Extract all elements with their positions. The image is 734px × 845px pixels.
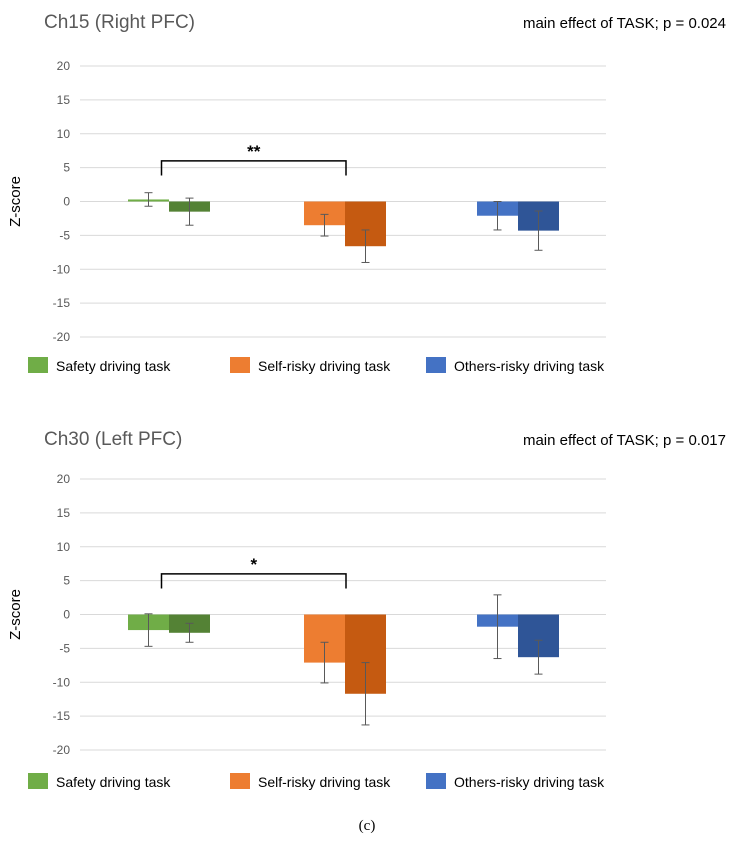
y-tick-label: -10 bbox=[53, 262, 71, 276]
y-tick-label: -20 bbox=[53, 330, 71, 344]
legend-label: Safety driving task bbox=[56, 358, 171, 374]
legend-label: Safety driving task bbox=[56, 774, 171, 790]
y-tick-label: -5 bbox=[59, 641, 70, 655]
y-tick-label: 10 bbox=[57, 127, 71, 141]
legend-label: Self-risky driving task bbox=[258, 358, 391, 374]
legend-swatch bbox=[230, 773, 250, 789]
y-tick-label: 0 bbox=[63, 195, 70, 209]
significance-bracket bbox=[160, 160, 347, 176]
bar-2-1 bbox=[304, 201, 345, 226]
y-tick-label: -20 bbox=[53, 743, 71, 757]
legend-swatch bbox=[426, 357, 446, 373]
chart-title: Ch30 (Left PFC) bbox=[44, 429, 182, 450]
y-tick-label: -10 bbox=[53, 675, 71, 689]
y-tick-label: 20 bbox=[57, 472, 71, 486]
y-axis-label: Z-score bbox=[7, 176, 24, 227]
y-tick-label: 15 bbox=[57, 506, 71, 520]
legend-label: Self-risky driving task bbox=[258, 774, 391, 790]
legend-label: Others-risky driving task bbox=[454, 358, 605, 374]
chart-annotation: main effect of TASK; p = 0.017 bbox=[523, 432, 726, 449]
y-tick-label: 5 bbox=[63, 574, 70, 588]
chart-1: Ch15 (Right PFC) main effect of TASK; p =… bbox=[7, 12, 726, 374]
legend-swatch bbox=[28, 357, 48, 373]
figure-caption: (c) bbox=[358, 818, 376, 834]
y-tick-label: -5 bbox=[59, 228, 70, 242]
y-tick-label: 20 bbox=[57, 59, 71, 73]
chart-title: Ch15 (Right PFC) bbox=[44, 12, 195, 33]
legend-swatch bbox=[426, 773, 446, 789]
y-tick-label: 5 bbox=[63, 161, 70, 175]
legend-swatch bbox=[28, 773, 48, 789]
y-tick-label: 0 bbox=[63, 608, 70, 622]
y-tick-label: -15 bbox=[53, 709, 71, 723]
legend-label: Others-risky driving task bbox=[454, 774, 605, 790]
legend-swatch bbox=[230, 357, 250, 373]
significance-label: ** bbox=[247, 142, 261, 161]
significance-bracket bbox=[160, 573, 347, 589]
y-tick-label: 15 bbox=[57, 93, 71, 107]
y-tick-label: 10 bbox=[57, 540, 71, 554]
y-axis-label: Z-score bbox=[7, 589, 24, 640]
y-tick-label: -15 bbox=[53, 296, 71, 310]
significance-label: * bbox=[250, 555, 257, 574]
chart-2: Ch30 (Left PFC) main effect of TASK; p = … bbox=[7, 429, 726, 790]
chart-annotation: main effect of TASK; p = 0.024 bbox=[523, 15, 726, 32]
